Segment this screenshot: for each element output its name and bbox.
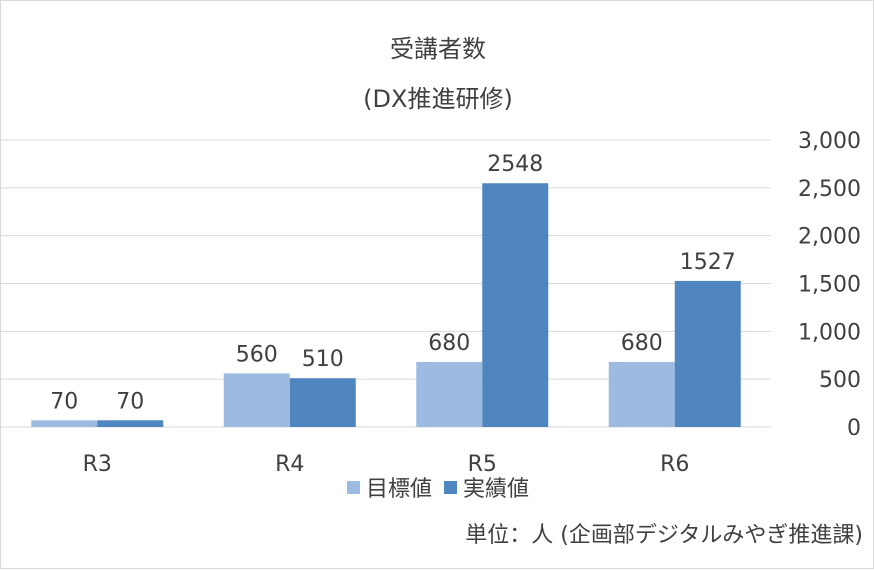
y-tick-label: 2,500 [798, 177, 861, 202]
unit-note: 単位：人 (企画部デジタルみやぎ推進課) [465, 523, 863, 548]
y-tick-label: 1,500 [798, 273, 861, 298]
x-tick-label: R5 [468, 452, 497, 477]
data-label-actual: 2548 [487, 152, 543, 177]
chart-title: 受講者数 [390, 35, 486, 63]
legend-label-target: 目標値 [365, 477, 432, 502]
y-tick-label: 0 [847, 416, 861, 441]
data-label-actual: 70 [116, 389, 144, 414]
x-tick-label: R3 [83, 452, 112, 477]
bar-actual [97, 420, 164, 427]
x-tick-label: R6 [660, 452, 689, 477]
legend-swatch-actual [444, 480, 457, 494]
bar-actual [482, 183, 549, 427]
data-label-actual: 510 [302, 347, 344, 372]
data-label-target: 70 [50, 389, 78, 414]
bar-target [416, 361, 483, 427]
bar-target [31, 420, 98, 427]
y-tick-label: 3,000 [798, 129, 861, 154]
y-tick-label: 1,000 [798, 320, 861, 345]
data-label-target: 680 [428, 331, 470, 356]
legend-swatch-target [346, 480, 360, 494]
bar-target [223, 373, 290, 427]
y-tick-label: 500 [819, 368, 861, 393]
data-label-target: 560 [236, 342, 278, 367]
chart-subtitle: (DX推進研修) [363, 85, 513, 113]
legend: 目標値 実績値 [1, 471, 874, 503]
bar-actual [674, 280, 741, 427]
bar-actual [289, 378, 356, 427]
legend-item-actual: 実績値 [444, 471, 529, 503]
data-label-target: 680 [621, 331, 663, 356]
y-tick-label: 2,000 [798, 225, 861, 250]
x-tick-label: R4 [275, 452, 304, 477]
bar-target [608, 361, 675, 427]
data-label-actual: 1527 [680, 250, 736, 275]
legend-label-actual: 実績値 [463, 477, 530, 502]
legend-item-target: 目標値 [346, 471, 432, 503]
